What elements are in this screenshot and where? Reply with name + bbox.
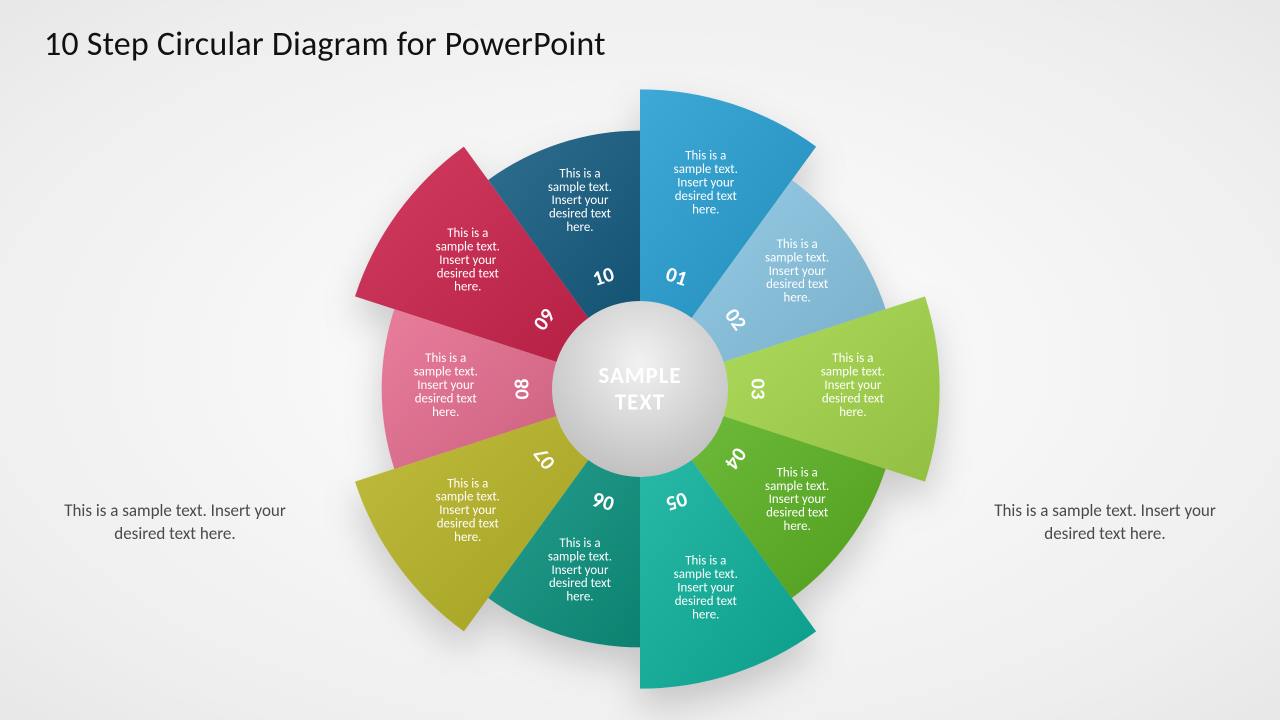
circular-diagram: SAMPLE TEXT 01This is asample text.Inser… — [330, 79, 950, 699]
center-text-line1: SAMPLE — [598, 362, 681, 390]
left-side-text: This is a sample text. Insert your desir… — [60, 500, 290, 546]
segment-number-03: 03 — [746, 378, 772, 399]
center-text-line2: TEXT — [615, 388, 665, 416]
right-side-text: This is a sample text. Insert your desir… — [990, 500, 1220, 546]
segment-number-08: 08 — [508, 378, 534, 399]
slide-title: 10 Step Circular Diagram for PowerPoint — [44, 24, 606, 65]
